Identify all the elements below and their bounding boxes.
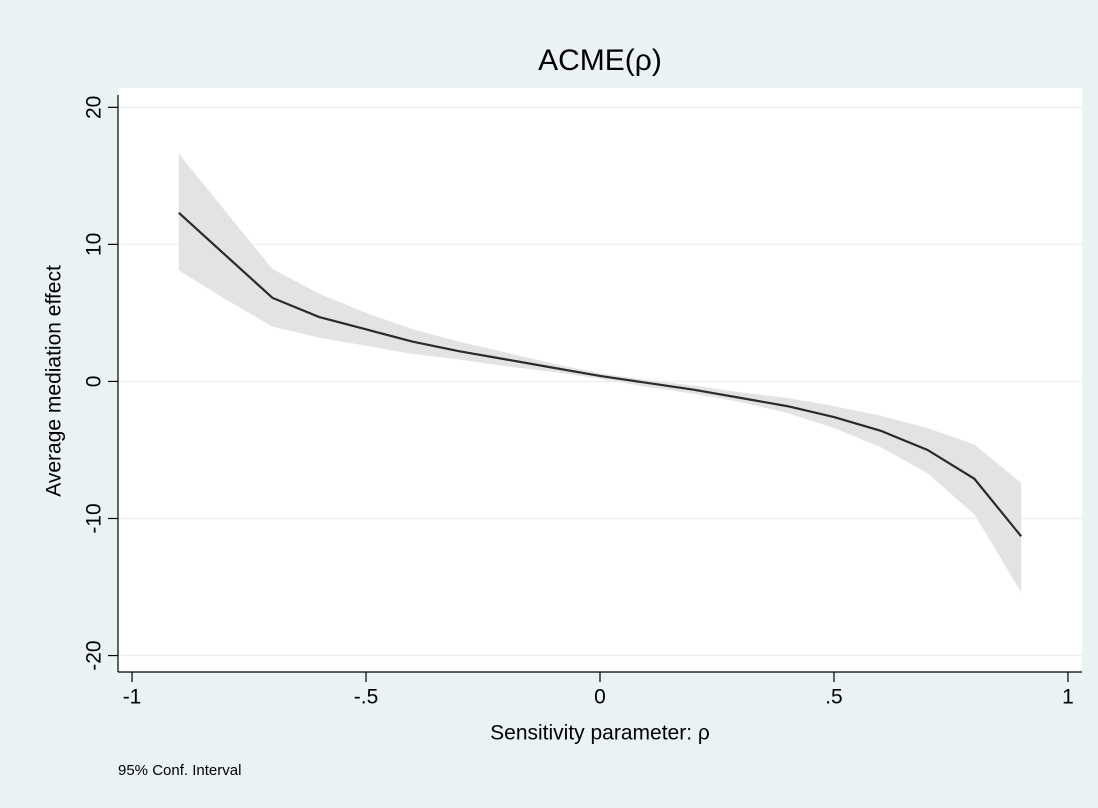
chart-title: ACME(ρ) xyxy=(538,44,662,77)
x-tick-label: -.5 xyxy=(354,686,379,709)
x-tick-label: .5 xyxy=(825,686,843,709)
y-tick-label: 0 xyxy=(83,376,106,388)
line xyxy=(178,212,1023,538)
y-axis-label: Average mediation effect xyxy=(43,265,66,497)
x-tick-label: 1 xyxy=(1062,686,1074,709)
x-axis-label: Sensitivity parameter: ρ xyxy=(490,722,710,745)
y-tick-label: -10 xyxy=(83,503,106,533)
x-tick-label: -1 xyxy=(123,686,142,709)
note: 95% Conf. Interval xyxy=(118,762,241,779)
y-tick-label: 10 xyxy=(83,233,106,256)
x-tick-label: 0 xyxy=(594,686,606,709)
plot-area xyxy=(118,88,1082,672)
y-tick-label: 20 xyxy=(83,96,106,119)
y-tick-label: -20 xyxy=(83,640,106,670)
